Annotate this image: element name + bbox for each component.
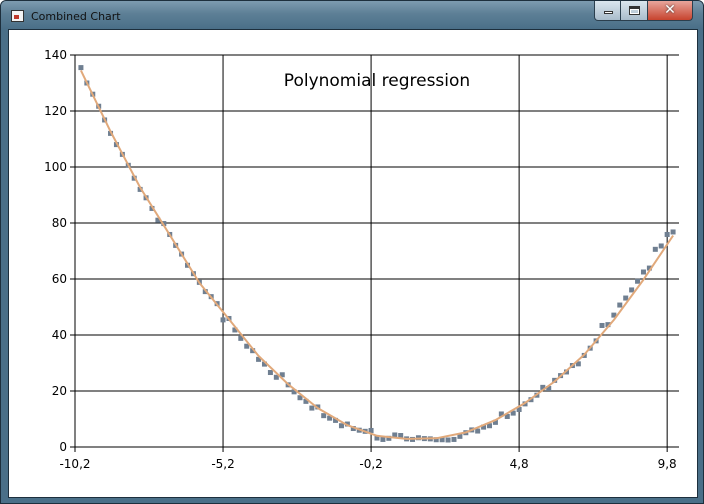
data-point xyxy=(273,374,279,380)
data-point xyxy=(244,343,250,349)
data-point xyxy=(635,278,641,284)
data-point xyxy=(297,395,303,401)
data-point xyxy=(380,436,386,442)
data-point xyxy=(652,246,658,252)
data-point xyxy=(386,435,392,441)
data-point xyxy=(670,229,676,235)
data-point xyxy=(611,312,617,318)
y-tick-label: 140 xyxy=(44,48,67,62)
data-point xyxy=(451,436,457,442)
x-axis-tick-labels: -10,2 -5,2 -0,2 4,8 9,8 xyxy=(59,457,676,471)
data-point xyxy=(309,405,315,411)
close-button[interactable]: ✕ xyxy=(648,1,693,21)
data-point xyxy=(510,410,516,416)
data-point xyxy=(481,424,487,430)
data-point xyxy=(261,361,267,367)
data-point xyxy=(457,433,463,439)
data-point xyxy=(492,419,498,425)
data-point xyxy=(327,415,333,421)
data-point xyxy=(291,389,297,395)
minimize-button[interactable] xyxy=(594,1,621,21)
y-tick-label: 100 xyxy=(44,160,67,174)
data-point xyxy=(445,437,451,443)
data-point xyxy=(617,302,623,308)
data-point xyxy=(640,269,646,275)
data-point xyxy=(256,356,262,362)
data-point xyxy=(504,413,510,419)
data-point xyxy=(350,426,356,432)
data-point xyxy=(220,317,226,323)
y-tick-label: 60 xyxy=(52,272,67,286)
data-point xyxy=(392,432,398,438)
data-point xyxy=(238,335,244,341)
x-tick-label: 4,8 xyxy=(510,457,529,471)
y-tick-label: 80 xyxy=(52,216,67,230)
data-point xyxy=(250,348,256,354)
data-point xyxy=(78,65,84,71)
data-point xyxy=(646,265,652,271)
data-point xyxy=(374,435,380,441)
data-point xyxy=(333,417,339,423)
data-point xyxy=(540,384,546,390)
close-icon: ✕ xyxy=(664,2,676,18)
data-point xyxy=(344,421,350,427)
regression-line xyxy=(80,69,674,440)
chart-app-icon[interactable] xyxy=(11,10,24,22)
data-point xyxy=(321,413,327,419)
data-point xyxy=(664,231,670,237)
y-tick-label: 20 xyxy=(52,384,67,398)
data-point xyxy=(546,385,552,391)
data-point xyxy=(629,287,635,293)
x-tick-label: -0,2 xyxy=(359,457,382,471)
window-title: Combined Chart xyxy=(31,10,121,23)
plot-series xyxy=(78,65,676,443)
data-point xyxy=(232,327,238,333)
data-point xyxy=(433,437,439,443)
data-point xyxy=(398,433,404,439)
data-point xyxy=(575,361,581,367)
chart-svg: Polynomial regression 0 20 40 60 80 100 120 140… xyxy=(44,48,679,471)
data-point xyxy=(498,411,504,417)
x-tick-label: -5,2 xyxy=(211,457,234,471)
maximize-button[interactable] xyxy=(621,1,648,21)
data-point xyxy=(475,428,481,434)
title-bar[interactable]: Combined Chart ✕ xyxy=(1,1,703,29)
x-tick-label: 9,8 xyxy=(658,457,677,471)
data-point xyxy=(605,322,611,328)
data-point xyxy=(149,205,155,211)
data-point xyxy=(487,423,493,429)
y-tick-label: 0 xyxy=(59,440,67,454)
data-point xyxy=(303,398,309,404)
data-point xyxy=(267,370,273,376)
data-point xyxy=(338,423,344,429)
minimize-icon xyxy=(604,11,613,14)
data-point xyxy=(658,243,664,249)
x-tick-label: -10,2 xyxy=(59,457,90,471)
data-point xyxy=(155,217,161,223)
data-point xyxy=(137,186,143,192)
chart-title: Polynomial regression xyxy=(284,71,470,91)
data-point xyxy=(368,427,374,433)
maximize-icon xyxy=(629,6,640,15)
caption-buttons: ✕ xyxy=(594,1,693,21)
grid xyxy=(74,54,679,447)
y-axis-tick-labels: 0 20 40 60 80 100 120 140 xyxy=(44,48,67,454)
y-tick-label: 120 xyxy=(44,104,67,118)
axes xyxy=(70,54,679,452)
chart-area: Polynomial regression 0 20 40 60 80 100 120 140… xyxy=(8,29,698,498)
data-point xyxy=(599,322,605,328)
data-point xyxy=(516,406,522,412)
data-point xyxy=(279,372,285,378)
data-point xyxy=(439,437,445,443)
y-tick-label: 40 xyxy=(52,328,67,342)
data-point xyxy=(623,295,629,301)
